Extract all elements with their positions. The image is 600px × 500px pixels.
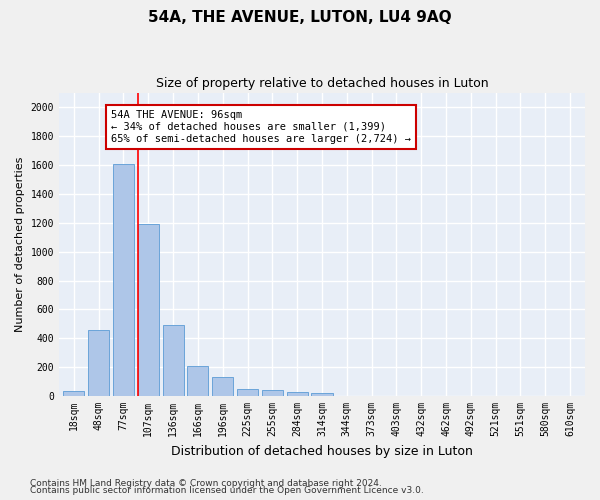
Text: Contains HM Land Registry data © Crown copyright and database right 2024.: Contains HM Land Registry data © Crown c…: [30, 478, 382, 488]
Text: 54A THE AVENUE: 96sqm
← 34% of detached houses are smaller (1,399)
65% of semi-d: 54A THE AVENUE: 96sqm ← 34% of detached …: [111, 110, 411, 144]
Bar: [113, 164, 134, 396]
Bar: [262, 390, 283, 396]
Bar: [237, 389, 258, 396]
Bar: [163, 326, 184, 396]
Bar: [311, 394, 332, 396]
Bar: [63, 391, 85, 396]
Bar: [287, 392, 308, 396]
Y-axis label: Number of detached properties: Number of detached properties: [15, 157, 25, 332]
Bar: [138, 224, 159, 396]
Text: Contains public sector information licensed under the Open Government Licence v3: Contains public sector information licen…: [30, 486, 424, 495]
X-axis label: Distribution of detached houses by size in Luton: Distribution of detached houses by size …: [171, 444, 473, 458]
Bar: [187, 366, 208, 396]
Bar: [88, 330, 109, 396]
Text: 54A, THE AVENUE, LUTON, LU4 9AQ: 54A, THE AVENUE, LUTON, LU4 9AQ: [148, 10, 452, 25]
Bar: [212, 378, 233, 396]
Title: Size of property relative to detached houses in Luton: Size of property relative to detached ho…: [155, 78, 488, 90]
